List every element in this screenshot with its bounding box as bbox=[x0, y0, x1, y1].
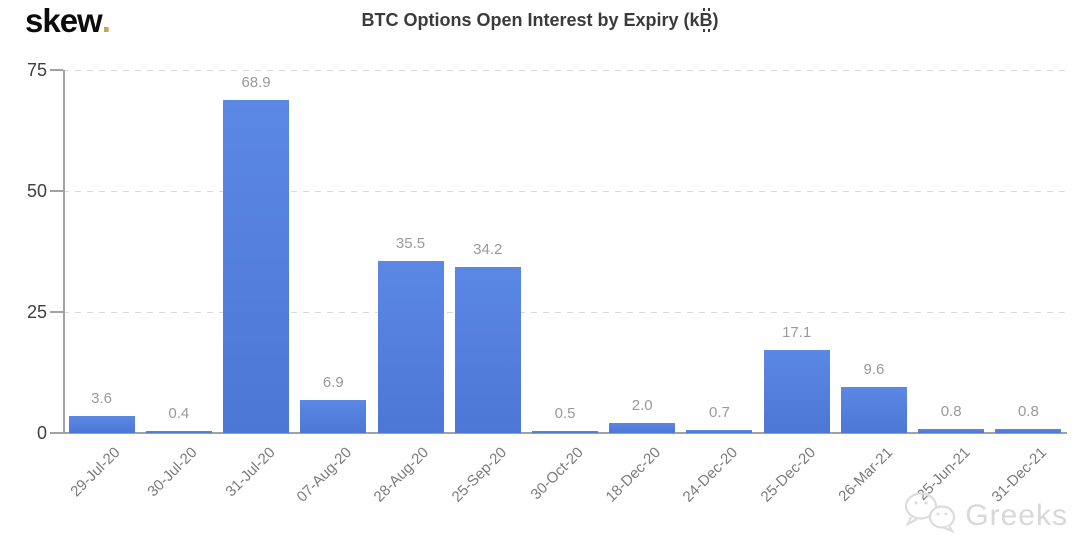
bar-value-label: 0.8 bbox=[940, 403, 962, 421]
bar-value-label: 3.6 bbox=[91, 389, 113, 407]
y-axis-tick bbox=[50, 311, 63, 313]
y-axis-tick bbox=[50, 69, 63, 71]
x-axis-tick-label: 24-Dec-20 bbox=[679, 444, 742, 506]
y-axis-tick bbox=[50, 190, 63, 192]
x-axis-tick-label: 25-Sep-20 bbox=[448, 444, 510, 506]
x-axis-tick-label: 30-Jul-20 bbox=[144, 444, 201, 501]
x-axis-tick-label: 29-Jul-20 bbox=[67, 444, 124, 501]
skew-logo-text: skew bbox=[25, 2, 103, 39]
bar-value-label: 35.5 bbox=[395, 235, 426, 253]
chart-title: BTC Options Open Interest by Expiry (kB) bbox=[0, 8, 1080, 32]
gridline bbox=[63, 312, 1067, 313]
y-axis-line bbox=[63, 70, 65, 433]
bar-value-label: 0.5 bbox=[554, 404, 576, 422]
bar-value-label: 0.8 bbox=[1017, 403, 1039, 421]
chart-title-suffix: ) bbox=[712, 10, 719, 30]
wechat-icon bbox=[901, 491, 959, 541]
chart-title-prefix: BTC Options Open Interest by Expiry (k bbox=[361, 10, 700, 30]
bar-value-label: 0.4 bbox=[168, 405, 190, 423]
bar-value-label: 9.6 bbox=[863, 360, 885, 378]
y-axis-tick-label: 50 bbox=[26, 181, 47, 201]
watermark: Greeks bbox=[901, 491, 1068, 541]
skew-logo-dot: . bbox=[101, 2, 111, 39]
x-axis-tick-label: 26-Mar-21 bbox=[835, 444, 896, 505]
y-axis-tick-label: 25 bbox=[26, 302, 47, 322]
x-axis-tick-label: 31-Jul-20 bbox=[221, 444, 279, 501]
x-axis-tick-label: 25-Dec-20 bbox=[757, 444, 819, 506]
gridline bbox=[63, 70, 1067, 71]
bar bbox=[918, 429, 985, 433]
watermark-text: Greeks bbox=[965, 499, 1068, 532]
skew-logo: skew. bbox=[25, 2, 111, 40]
x-axis-tick-label: 30-Oct-20 bbox=[527, 444, 588, 504]
bar bbox=[840, 386, 907, 433]
bar bbox=[300, 399, 367, 433]
bar bbox=[609, 423, 676, 433]
gridline bbox=[63, 191, 1067, 192]
x-axis-tick-label: 28-Aug-20 bbox=[371, 444, 433, 506]
x-axis-line bbox=[63, 432, 1067, 434]
bar-value-label: 2.0 bbox=[631, 397, 653, 415]
bar-value-label: 0.7 bbox=[709, 403, 730, 421]
bar-value-label: 34.2 bbox=[473, 241, 503, 259]
bar bbox=[223, 99, 290, 433]
bar bbox=[763, 350, 830, 433]
bar-value-label: 17.1 bbox=[782, 324, 812, 342]
y-axis-tick bbox=[50, 432, 63, 434]
bar bbox=[68, 415, 135, 433]
y-axis-tick-label: 0 bbox=[36, 423, 47, 443]
x-axis-tick-label: 18-Dec-20 bbox=[602, 444, 665, 506]
bar bbox=[454, 267, 521, 433]
bar bbox=[532, 430, 598, 433]
bar bbox=[995, 429, 1062, 433]
x-axis-tick-label: 07-Aug-20 bbox=[293, 444, 356, 506]
y-axis-tick-label: 75 bbox=[26, 60, 47, 80]
bar-value-label: 6.9 bbox=[322, 373, 344, 391]
bar bbox=[377, 261, 444, 433]
bitcoin-symbol: B bbox=[699, 8, 713, 32]
bar-value-label: 68.9 bbox=[241, 73, 271, 91]
bar bbox=[145, 431, 212, 434]
bar bbox=[686, 429, 753, 433]
